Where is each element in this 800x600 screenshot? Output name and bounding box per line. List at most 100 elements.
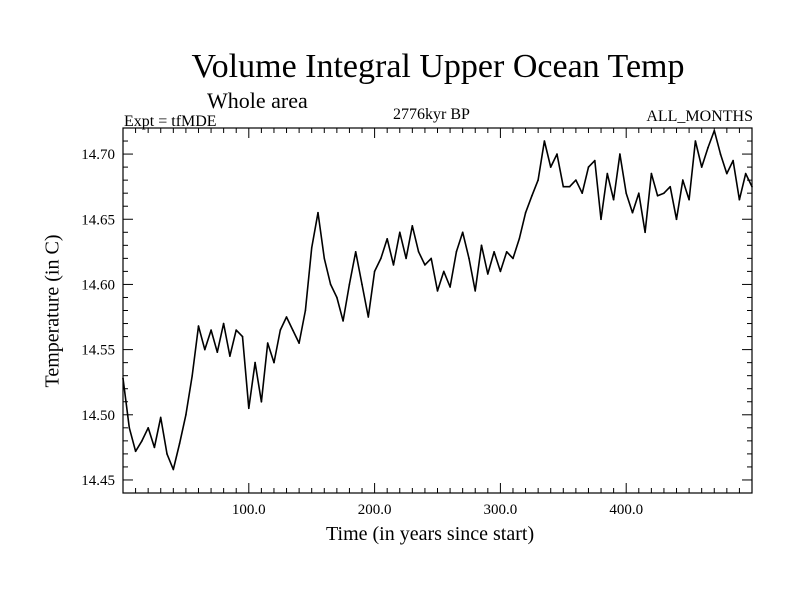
data-point	[619, 153, 621, 155]
data-point	[468, 257, 470, 260]
data-point	[204, 348, 206, 351]
data-point	[354, 251, 357, 253]
data-point	[361, 283, 363, 286]
data-point	[411, 225, 414, 227]
data-point	[719, 153, 722, 155]
data-point	[581, 192, 583, 194]
data-point	[222, 322, 225, 325]
data-point	[726, 172, 728, 175]
y-tick-label: 14.55	[81, 343, 115, 359]
data-point	[197, 325, 200, 327]
data-point	[373, 270, 376, 273]
data-point	[386, 238, 389, 240]
data-point	[612, 198, 615, 201]
experiment-label: Expt = tfMDE	[124, 113, 217, 130]
data-point	[424, 264, 426, 266]
data-point	[122, 377, 124, 380]
y-axis-label: Temperature (in C)	[41, 234, 64, 388]
data-point	[543, 140, 546, 142]
data-point	[449, 286, 451, 288]
data-point	[480, 244, 483, 247]
data-point	[682, 179, 684, 181]
x-tick-label: 400.0	[609, 502, 643, 518]
axis-ticks	[123, 128, 752, 493]
series-group	[122, 129, 753, 471]
data-point	[656, 195, 659, 197]
data-point	[474, 290, 477, 292]
data-point	[524, 211, 527, 214]
data-point	[518, 238, 521, 240]
data-point	[323, 257, 326, 260]
plot-frame	[122, 127, 753, 494]
data-point	[216, 351, 219, 354]
data-point	[537, 179, 539, 181]
data-point	[159, 416, 162, 419]
axis-tick-labels: 100.0 200.0 300.0 400.0 14.45 14.50 14.55 14.60…	[81, 147, 643, 518]
data-point	[549, 166, 552, 168]
data-point	[600, 218, 602, 221]
data-point	[575, 179, 577, 181]
x-tick-label: 100.0	[232, 502, 266, 518]
data-point	[455, 251, 458, 253]
data-point	[348, 283, 351, 286]
data-point	[266, 342, 269, 344]
data-point	[342, 320, 344, 322]
data-point	[317, 211, 319, 214]
x-tick-label: 300.0	[484, 502, 518, 518]
data-point	[178, 442, 181, 445]
data-point	[562, 185, 565, 188]
period-label: 2776kyr BP	[393, 106, 470, 123]
data-point	[568, 185, 571, 188]
data-point	[638, 192, 640, 194]
series-line	[122, 129, 753, 471]
data-point	[499, 270, 502, 273]
data-point	[644, 231, 646, 234]
data-point	[436, 290, 439, 292]
y-tick-label: 14.70	[81, 147, 115, 163]
data-point	[392, 264, 395, 266]
data-point	[669, 185, 671, 188]
y-tick-label: 14.65	[81, 212, 115, 228]
data-point	[310, 247, 313, 249]
data-point	[399, 231, 401, 234]
data-point	[153, 446, 156, 449]
y-tick-label: 14.45	[81, 473, 115, 489]
data-point	[505, 251, 508, 253]
data-point	[594, 159, 596, 162]
data-point	[304, 309, 307, 312]
data-point	[128, 427, 131, 429]
data-point	[650, 172, 653, 175]
data-point	[279, 329, 282, 331]
y-tick-label: 14.60	[81, 277, 115, 293]
data-point	[512, 257, 514, 260]
data-point	[141, 440, 143, 442]
data-point	[336, 296, 338, 299]
data-point	[285, 316, 288, 318]
data-point	[487, 273, 489, 275]
months-label: ALL_MONTHS	[646, 108, 753, 125]
data-point	[531, 195, 533, 197]
data-point	[292, 329, 294, 331]
data-point	[134, 450, 137, 453]
data-point	[713, 129, 716, 132]
data-point	[587, 166, 590, 168]
data-point	[688, 198, 690, 201]
data-point	[417, 251, 420, 253]
data-point	[631, 211, 634, 214]
data-point	[732, 159, 734, 162]
chart-title: Volume Integral Upper Ocean Temp	[191, 48, 685, 85]
data-point	[260, 401, 263, 403]
data-point	[700, 166, 703, 168]
data-point	[443, 270, 445, 273]
data-point	[329, 283, 332, 286]
chart-subtitle: Whole area	[207, 88, 308, 113]
data-point	[147, 427, 149, 429]
x-tick-label: 200.0	[358, 502, 392, 518]
data-point	[229, 355, 231, 357]
data-point	[675, 218, 678, 221]
data-point	[273, 361, 275, 364]
data-point	[694, 140, 697, 142]
data-point	[738, 198, 741, 201]
data-point	[185, 414, 187, 416]
